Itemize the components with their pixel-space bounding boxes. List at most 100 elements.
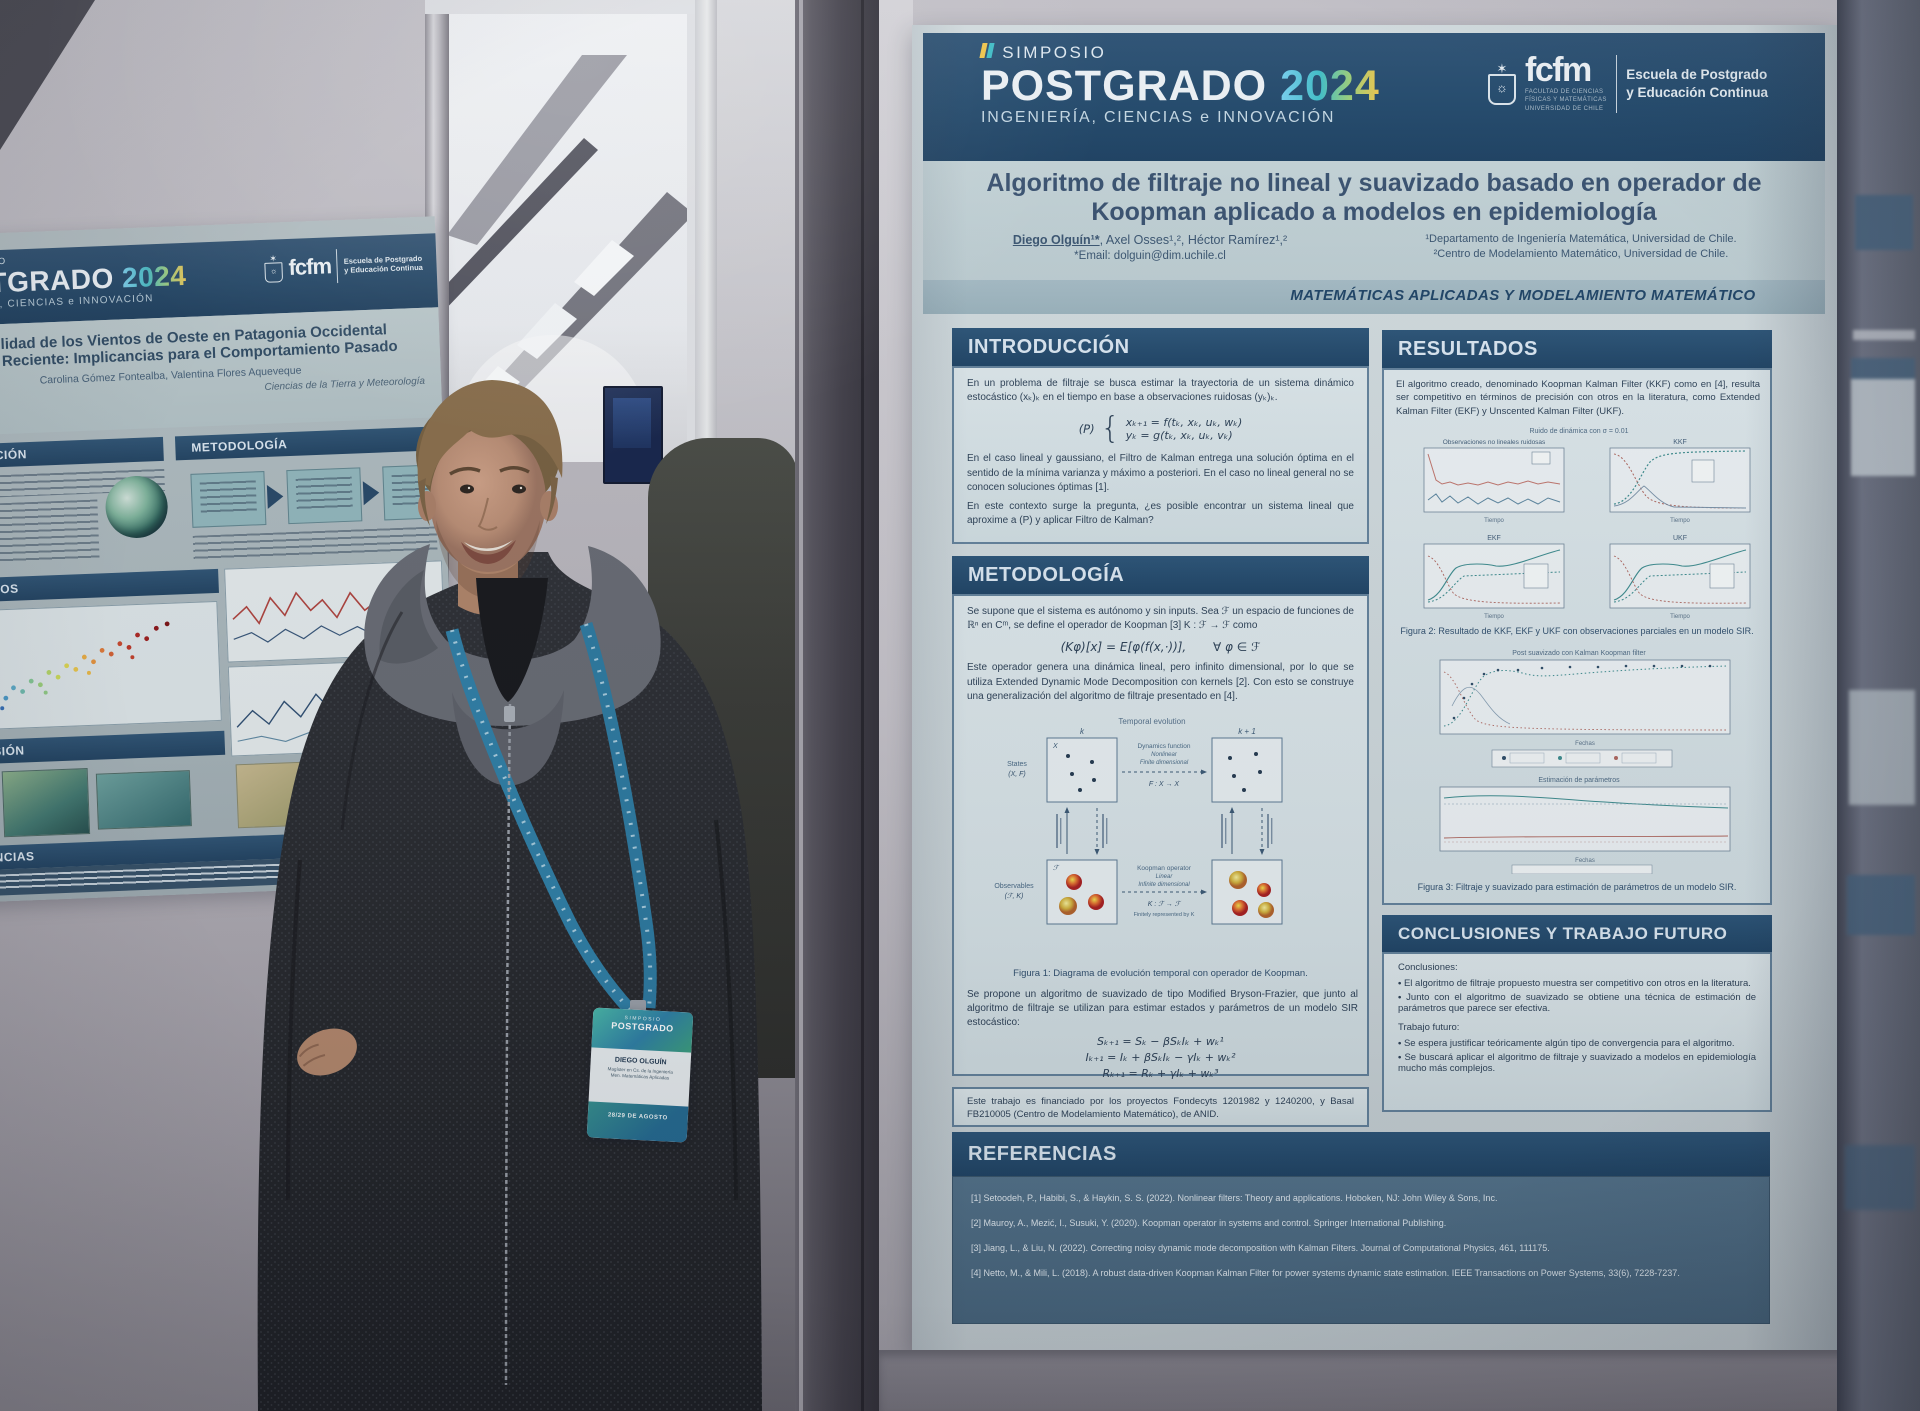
conclusiones-panel: Conclusiones: • El algoritmo de filtraje…	[1382, 952, 1772, 1112]
affiliation-2: ²Centro de Modelamiento Matemático, Univ…	[1433, 248, 1729, 260]
figure3-plots: Post suavizado con Kalman Koopman filter…	[1439, 650, 1731, 874]
intro-paragraph-3: En este contexto surge la pregunta, ¿es …	[967, 500, 1354, 527]
window-frame-right-mullion	[695, 0, 719, 470]
hand	[297, 1028, 357, 1076]
hood-front-drape	[452, 690, 564, 786]
track-title: MATEMÁTICAS APLICADAS Y MODELAMIENTO MAT…	[1290, 287, 1756, 304]
figure3-caption: Figura 3: Filtraje y suavizado para esti…	[1417, 882, 1737, 892]
coauthors: , Axel Osses¹,², Héctor Ramírez¹,²	[1099, 233, 1288, 247]
hood-shading	[379, 570, 438, 664]
frame-highlight-line	[799, 0, 803, 1411]
fig1-states2: (X, F)	[1008, 771, 1026, 778]
reference-item: [2] Mauroy, A., Mezić, I., Susuki, Y. (2…	[971, 1218, 1447, 1228]
fcfm-logo: ✶ ☼ fcfm FACULTAD DE CIENCIAS FÍSICAS Y …	[1488, 53, 1818, 113]
neighbor-poster-fragment	[1855, 195, 1913, 250]
neighbor-poster-fragment	[1849, 690, 1915, 805]
eq-p-line2: yₖ = g(tₖ, xₖ, uₖ, vₖ)	[1125, 428, 1233, 442]
simposio-row: SIMPOSIO	[979, 43, 1401, 63]
future-work-label: Trabajo futuro:	[1398, 1022, 1460, 1033]
wall-strip-left-of-poster	[879, 0, 913, 1411]
brace-glyph: {	[1100, 411, 1120, 447]
fig1-dyn3: Finite dimensional	[1140, 760, 1189, 766]
right-wall-edge	[1837, 0, 1920, 1411]
fcfm-word-block: fcfm FACULTAD DE CIENCIAS FÍSICAS Y MATE…	[1525, 53, 1607, 112]
metodologia-panel: Se supone que el sistema es autónomo y s…	[952, 594, 1369, 1080]
fig1-obs2: (ℱ, K)	[1005, 892, 1024, 900]
eyebrow	[499, 466, 530, 474]
sec-introduccion: INTRODUCCIÓN	[952, 328, 1369, 366]
badge-name-block: DIEGO OLGUÍN Magíster en Cs. de la Ingen…	[589, 1047, 692, 1106]
fig2-xlabel-1: Tiempo	[1484, 518, 1504, 524]
intro-system-equation: (P) { xₖ₊₁ = f(tₖ, xₖ, uₖ, wₖ) yₖ = g(tₖ…	[967, 411, 1354, 446]
fig1-dyn1: Dynamics function	[1137, 743, 1190, 750]
subtitle-text: INGENIERÍA, CIENCIAS e INNOVACIÓN	[981, 109, 1336, 127]
conclusion-item-text: El algoritmo de filtraje propuesto muest…	[1403, 978, 1751, 989]
poster-title-line2: Koopman aplicado a modelos en epidemiolo…	[1091, 198, 1657, 226]
fig1-f-corner: ℱ	[1053, 864, 1060, 872]
fig2-sub-ukf: UKF	[1673, 535, 1687, 542]
fig1-koop3: Infinite dimensional	[1138, 882, 1190, 888]
event-block: SIMPOSIO POSTGRADO 2024 INGENIERÍA, CIEN…	[979, 43, 1401, 127]
intro-paragraph-1: En un problema de filtraje se busca esti…	[967, 378, 1354, 404]
hair-side	[418, 478, 430, 526]
figure2-plots: Ruido de dinámica con σ = 0.01 Observaci…	[1423, 428, 1751, 620]
email-line: *Email: dolguin@dim.uchile.cl	[1074, 250, 1226, 262]
koopman-equation: (Kφ)[x] = E[φ(f(x,·))], ∀ φ ∈ ℱ	[1060, 640, 1261, 655]
fcfm-divider	[1615, 55, 1618, 113]
fig1-koop5: Finitely represented by K	[1134, 912, 1195, 918]
sleeve-crease	[714, 819, 738, 1201]
conclusion-item-text: Junto con el algoritmo de suavizado se o…	[1398, 992, 1757, 1014]
future-item-text: Se espera justificar teóricamente algún …	[1403, 1038, 1735, 1049]
presenting-author: Diego Olguín¹*	[1012, 233, 1100, 247]
hood	[364, 544, 661, 726]
intro-paragraph-2: En el caso lineal y gaussiano, el Filtro…	[967, 453, 1354, 493]
conclusion-item: • El algoritmo de filtraje propuesto mue…	[1398, 978, 1751, 989]
fig2-sub-ekf: EKF	[1487, 535, 1501, 542]
fcfm-faculty-line2: FÍSICAS Y MATEMÁTICAS	[1525, 97, 1607, 104]
attendee-badge: SIMPOSIO POSTGRADO DIEGO OLGUÍN Magíster…	[586, 1007, 694, 1143]
figure1-koopman-diagram: Temporal evolution k k + 1 X Dynamics fu…	[994, 717, 1283, 925]
fig3-title2: Estimación de parámetros	[1538, 777, 1620, 784]
lanyard-print	[584, 623, 653, 1009]
eq-p-label: (P)	[1078, 421, 1095, 436]
fig1-koop4: K : ℱ → ℱ	[1148, 900, 1182, 908]
authors-line: Diego Olguín¹*, Axel Osses¹,², Héctor Ra…	[985, 233, 1315, 247]
sir-equations: Sₖ₊₁ = Sₖ − βSₖIₖ + wₖ¹ Iₖ₊₁ = Iₖ + βSₖI…	[954, 1034, 1367, 1082]
fig2-xlabel-2: Tiempo	[1670, 518, 1690, 524]
simposio-text: SIMPOSIO	[1002, 43, 1107, 62]
fcfm-school-line2: y Educación Continua	[1626, 85, 1769, 100]
conclusion-item: • Junto con el algoritmo de suavizado se…	[1398, 992, 1757, 1014]
met-paragraph-2: Este operador genera una dinámica lineal…	[967, 662, 1354, 702]
figure2-caption: Figura 2: Resultado de KKF, EKF y UKF co…	[1400, 626, 1754, 636]
fig1-observable-blobs	[1059, 871, 1274, 918]
met-paragraph-3: Se propone un algoritmo de suavizado de …	[967, 989, 1358, 1029]
fig1-dyn2: Nonlinear	[1151, 752, 1178, 758]
shoulder-crease	[340, 611, 404, 831]
fcfm-faculty-block: FACULTAD DE CIENCIAS FÍSICAS Y MATEMÁTIC…	[1525, 88, 1607, 112]
eye	[512, 484, 526, 494]
met-paragraph-1: Se supone que el sistema es autónomo y s…	[967, 606, 1354, 632]
fig3-legend1	[1502, 752, 1657, 764]
zipper-pull	[504, 706, 515, 722]
year-text: 2024	[1280, 62, 1380, 110]
neighbor-poster-fragment	[1845, 1145, 1915, 1210]
fig2-sub-kkf: KKF	[1673, 439, 1687, 446]
frame-shadow-line	[861, 0, 864, 1411]
fig1-k1-label: k + 1	[1238, 727, 1256, 736]
fig2-suptitle: Ruido de dinámica con σ = 0.01	[1529, 428, 1628, 435]
future-item-text: Se buscará aplicar el algoritmo de filtr…	[1398, 1052, 1757, 1074]
poster-title-line1: Algoritmo de filtraje no lineal y suaviz…	[986, 169, 1762, 197]
fcfm-shield-icon: ✶ ☼	[1488, 62, 1516, 105]
fig3-title1: Post suavizado con Kalman Koopman filter	[1512, 650, 1646, 657]
referencias-panel: [1] Setoodeh, P., Habibi, S., & Haykin, …	[952, 1176, 1770, 1324]
fig1-state-dots	[1066, 752, 1262, 792]
sir-eq-s: Sₖ₊₁ = Sₖ − βSₖIₖ + wₖ¹	[1097, 1035, 1224, 1048]
affiliation-1: ¹Departamento de Ingeniería Matemática, …	[1425, 233, 1737, 245]
badge-footer: 28/29 DE AGOSTO	[586, 1101, 689, 1143]
figure1-caption: Figura 1: Diagrama de evolución temporal…	[1013, 968, 1308, 979]
fig3-xlabel-1: Fechas	[1575, 741, 1595, 747]
brand-row: POSTGRADO 2024	[981, 63, 1401, 109]
fig1-rotated-microlabels	[1056, 814, 1273, 848]
eye	[460, 484, 474, 494]
